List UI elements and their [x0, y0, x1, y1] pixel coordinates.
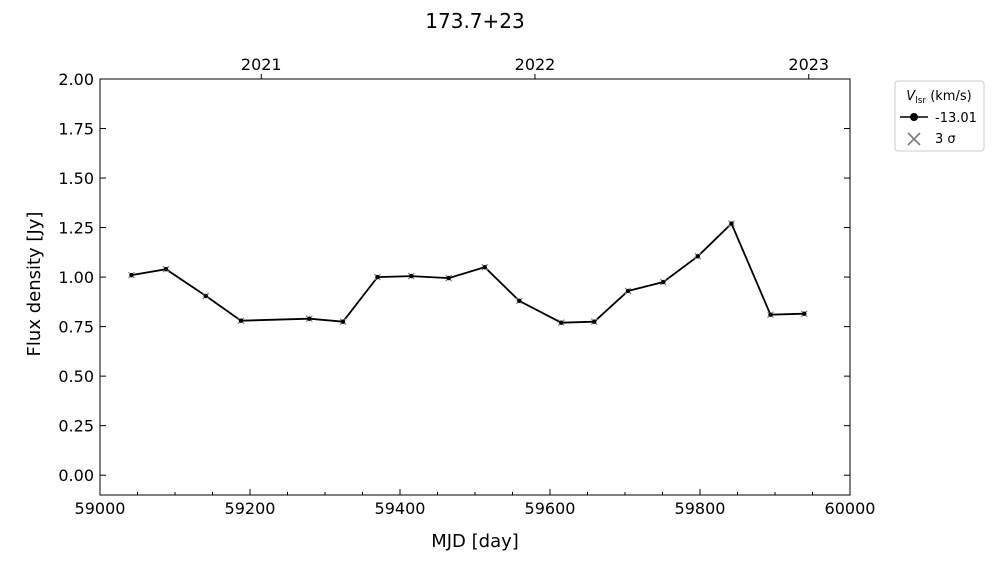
data-point: [729, 221, 734, 226]
series-line: [131, 222, 805, 324]
x-axis-ticks: 59000 59200 59400 59600 59800 60000: [75, 489, 876, 518]
y-tick-label: 1.00: [58, 268, 94, 287]
data-point: [517, 298, 522, 304]
y-axis-ticks: 0.00 0.25 0.50 0.75 1.00 1.25 1.50 1.75 2.00: [58, 70, 850, 485]
data-point: [238, 318, 244, 323]
data-point: [375, 274, 380, 280]
data-point: [661, 279, 666, 285]
legend-title: Vlsr (km/s): [906, 89, 971, 106]
x-tick-label: 59000: [75, 499, 126, 518]
data-point: [695, 254, 700, 259]
data-point: [340, 319, 346, 324]
data-point: [768, 312, 773, 317]
data-point: [802, 311, 807, 316]
y-tick-label: 1.50: [58, 169, 94, 188]
y-tick-label: 0.50: [58, 367, 94, 386]
x-tick-label: 59400: [375, 499, 426, 518]
legend-title-main: V: [906, 89, 916, 104]
x-tick-label: 59600: [525, 499, 576, 518]
data-point: [482, 264, 487, 270]
y-tick-label: 0.75: [58, 318, 94, 337]
x-tick-label: 60000: [825, 499, 876, 518]
legend-box: [894, 80, 985, 152]
top-tick-label: 2023: [788, 55, 829, 74]
y-tick-label: 0.25: [58, 417, 94, 436]
data-point: [307, 316, 312, 321]
legend-title-sub: lsr: [915, 96, 926, 106]
data-point: [409, 273, 414, 279]
legend-entry-sigma: 3 σ: [935, 132, 956, 147]
y-tick-label: 1.25: [58, 219, 94, 238]
x-tick-label: 59200: [225, 499, 276, 518]
data-point: [203, 293, 208, 299]
data-point: [625, 288, 631, 294]
data-point: [559, 320, 564, 325]
chart-title: 173.7+23: [425, 9, 524, 33]
legend-entry-series: -13.01: [935, 111, 977, 126]
y-tick-label: 0.00: [58, 466, 94, 485]
y-tick-label: 2.00: [58, 70, 94, 89]
legend-marker-swatch: [910, 113, 918, 121]
legend: Vlsr (km/s) -13.01 3 σ: [894, 80, 985, 152]
legend-x-swatch: [907, 132, 921, 146]
data-point: [129, 272, 134, 278]
legend-title-rest: (km/s): [926, 89, 972, 104]
top-tick-label: 2022: [515, 55, 556, 74]
data-point: [446, 275, 451, 281]
series-layer: [128, 220, 808, 327]
y-axis-label: Flux density [Jy]: [24, 212, 45, 357]
x-tick-label: 59800: [675, 499, 726, 518]
data-point: [163, 266, 169, 272]
top-tick-label: 2021: [241, 55, 282, 74]
data-point: [592, 319, 597, 324]
plot-frame: [99, 78, 851, 496]
top-axis-ticks: 2021 2022 2023: [241, 55, 829, 79]
x-axis-label: MJD [day]: [431, 531, 519, 552]
y-tick-label: 1.75: [58, 120, 94, 139]
